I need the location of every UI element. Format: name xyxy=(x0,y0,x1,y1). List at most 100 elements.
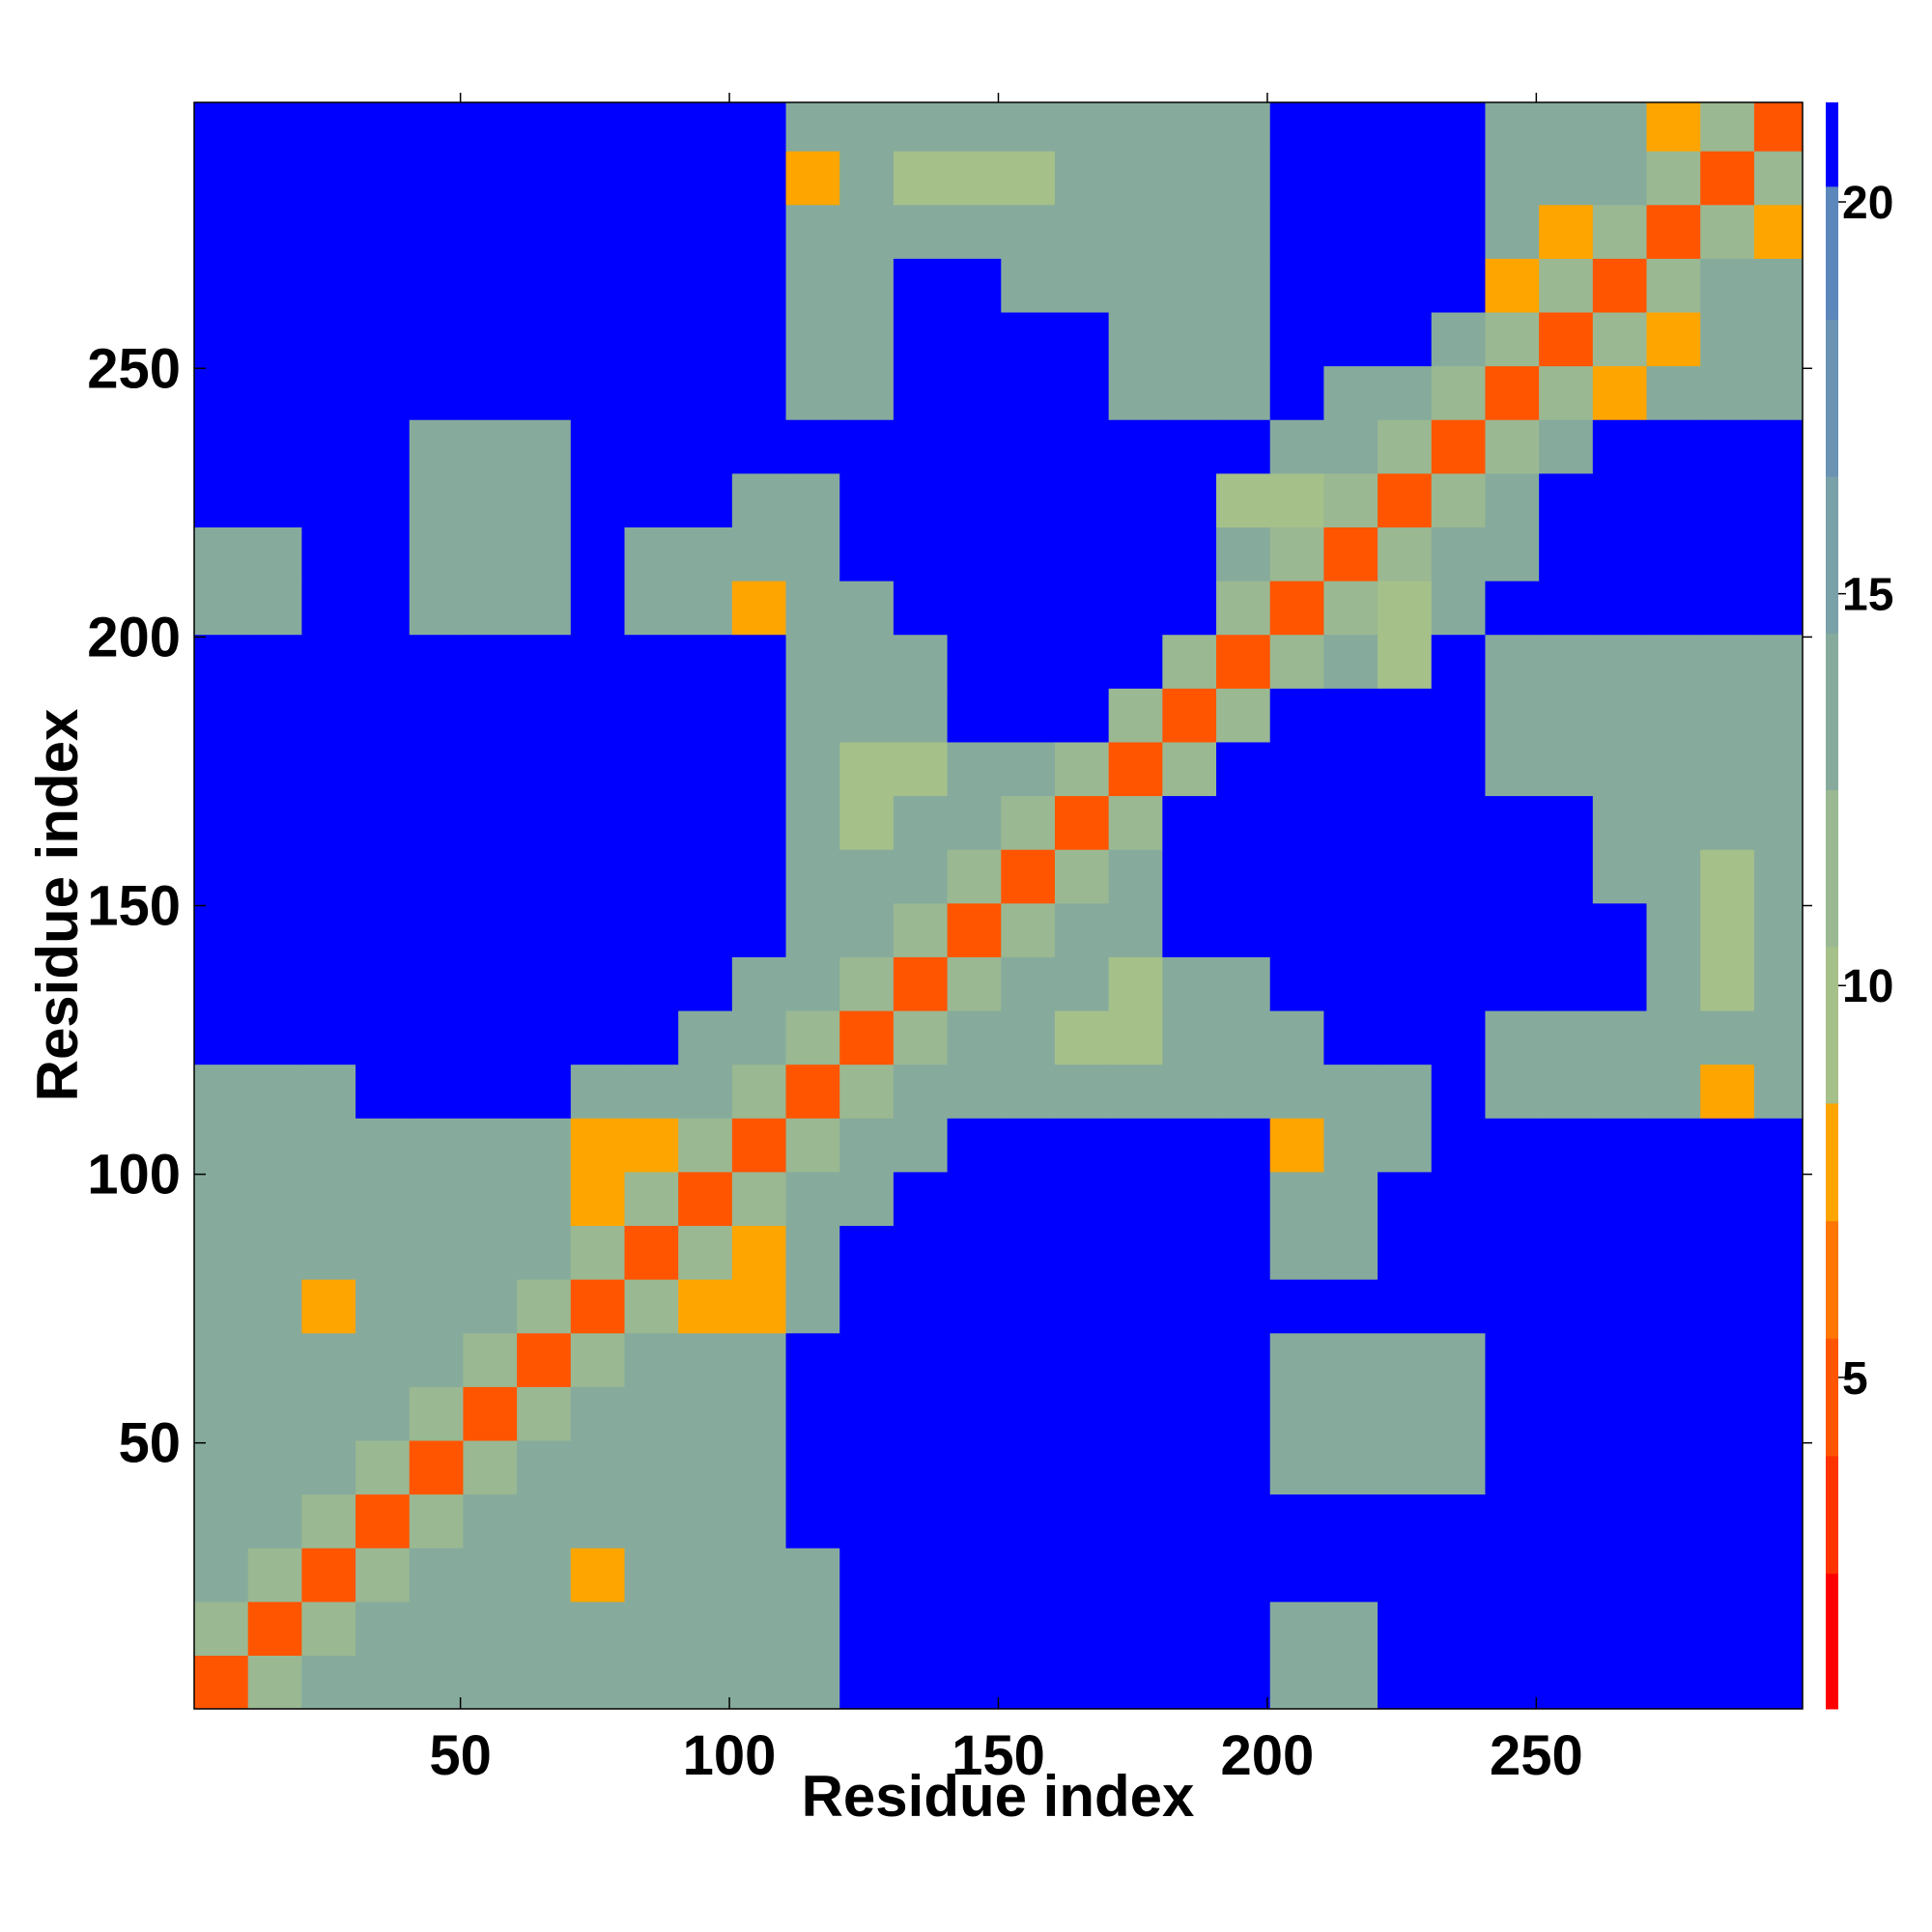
heatmap-cell xyxy=(247,1225,302,1280)
heatmap-cell xyxy=(1431,1439,1487,1495)
heatmap-cell xyxy=(1592,634,1648,689)
heatmap-cell xyxy=(517,1064,572,1119)
heatmap-cell xyxy=(570,634,626,689)
heatmap-cell xyxy=(1539,204,1594,259)
heatmap-cell xyxy=(893,151,949,206)
heatmap-cell xyxy=(409,1332,465,1387)
heatmap-cell xyxy=(463,1332,518,1387)
heatmap-cell xyxy=(1269,1332,1324,1387)
heatmap-cell xyxy=(301,1009,356,1065)
heatmap-cell xyxy=(1539,849,1594,904)
heatmap-cell xyxy=(1162,258,1217,313)
heatmap-cell xyxy=(839,258,895,313)
heatmap-cell xyxy=(1162,1118,1217,1173)
heatmap-cell xyxy=(1646,1493,1701,1548)
heatmap-cell xyxy=(570,472,626,527)
heatmap-cell xyxy=(409,1171,465,1227)
heatmap-cell xyxy=(678,1386,733,1441)
heatmap-cell xyxy=(624,1548,679,1603)
heatmap-cell xyxy=(301,1493,356,1548)
heatmap-cell xyxy=(678,902,733,957)
heatmap-cell xyxy=(678,472,733,527)
heatmap-cell xyxy=(785,1279,840,1334)
heatmap-cell xyxy=(409,902,465,957)
heatmap-cell xyxy=(409,688,465,743)
heatmap-cell xyxy=(570,1439,626,1495)
heatmap-cell xyxy=(1054,1279,1110,1334)
heatmap-cell xyxy=(1001,956,1056,1011)
heatmap-cell xyxy=(1323,1332,1378,1387)
heatmap-cell xyxy=(1269,795,1324,850)
heatmap-cell xyxy=(1592,1118,1648,1173)
heatmap-cell xyxy=(1001,1655,1056,1709)
heatmap-cell xyxy=(517,1225,572,1280)
heatmap-cell xyxy=(355,688,411,743)
heatmap-cell xyxy=(409,1493,465,1548)
heatmap-cell xyxy=(301,311,356,367)
heatmap-cell xyxy=(624,741,679,797)
heatmap-cell xyxy=(1431,956,1487,1011)
heatmap-cell xyxy=(947,419,1002,474)
heatmap-cell xyxy=(463,1009,518,1065)
heatmap-cell xyxy=(194,151,249,206)
heatmap-cell xyxy=(194,526,249,582)
heatmap-cell xyxy=(947,795,1002,850)
heatmap-cell xyxy=(678,102,733,152)
heatmap-cell xyxy=(1700,795,1755,850)
heatmap-cell xyxy=(463,902,518,957)
heatmap-cell xyxy=(1054,1064,1110,1119)
heatmap-cell xyxy=(463,1225,518,1280)
heatmap-cell xyxy=(1646,1279,1701,1334)
heatmap-cell xyxy=(1485,472,1540,527)
colorbar-band xyxy=(1826,789,1838,948)
heatmap-cell xyxy=(1700,1279,1755,1334)
heatmap-cell xyxy=(1646,1332,1701,1387)
heatmap-cell xyxy=(463,258,518,313)
heatmap-cell xyxy=(1216,1171,1271,1227)
heatmap-cell xyxy=(1485,1009,1540,1065)
heatmap-cell xyxy=(1001,526,1056,582)
heatmap-cell xyxy=(893,795,949,850)
heatmap-cell xyxy=(1378,311,1433,367)
heatmap-cell xyxy=(247,1439,302,1495)
heatmap-cell xyxy=(301,1386,356,1441)
heatmap-cell xyxy=(1162,634,1217,689)
heatmap-cell xyxy=(624,151,679,206)
heatmap-cell xyxy=(1646,634,1701,689)
heatmap-cell xyxy=(1592,472,1648,527)
heatmap-cell xyxy=(785,1332,840,1387)
heatmap-cell xyxy=(463,1386,518,1441)
heatmap-cell xyxy=(1700,1009,1755,1065)
heatmap-cell xyxy=(1700,1548,1755,1603)
heatmap-cell xyxy=(1323,365,1378,420)
heatmap-cell xyxy=(1216,526,1271,582)
heatmap-cell xyxy=(463,1439,518,1495)
heatmap-cell xyxy=(1485,151,1540,206)
heatmap-cell xyxy=(1001,634,1056,689)
heatmap-cell xyxy=(1269,1009,1324,1065)
heatmap-cell xyxy=(1269,419,1324,474)
heatmap-cell xyxy=(893,1548,949,1603)
heatmap-cell xyxy=(1539,472,1594,527)
heatmap-cell xyxy=(1700,1439,1755,1495)
heatmap-cell xyxy=(409,956,465,1011)
y-tick-label: 50 xyxy=(118,1412,181,1475)
heatmap-cell xyxy=(1592,795,1648,850)
heatmap-cell xyxy=(1108,1655,1163,1709)
heatmap-cell xyxy=(1216,311,1271,367)
heatmap-cell xyxy=(194,1386,249,1441)
x-axis-title: Residue index xyxy=(802,1764,1195,1829)
heatmap-cell xyxy=(355,1548,411,1603)
heatmap-cell xyxy=(1054,1118,1110,1173)
heatmap-cell xyxy=(517,1548,572,1603)
heatmap-cell xyxy=(1162,1601,1217,1656)
heatmap-cell xyxy=(1216,688,1271,743)
heatmap-cell xyxy=(1269,1118,1324,1173)
heatmap-cell xyxy=(1431,311,1487,367)
heatmap-cell xyxy=(731,1493,787,1548)
heatmap-cell xyxy=(1485,956,1540,1011)
heatmap-cell xyxy=(1323,204,1378,259)
heatmap-cell xyxy=(1753,1601,1803,1656)
heatmap-cell xyxy=(947,311,1002,367)
heatmap-cell xyxy=(678,1064,733,1119)
